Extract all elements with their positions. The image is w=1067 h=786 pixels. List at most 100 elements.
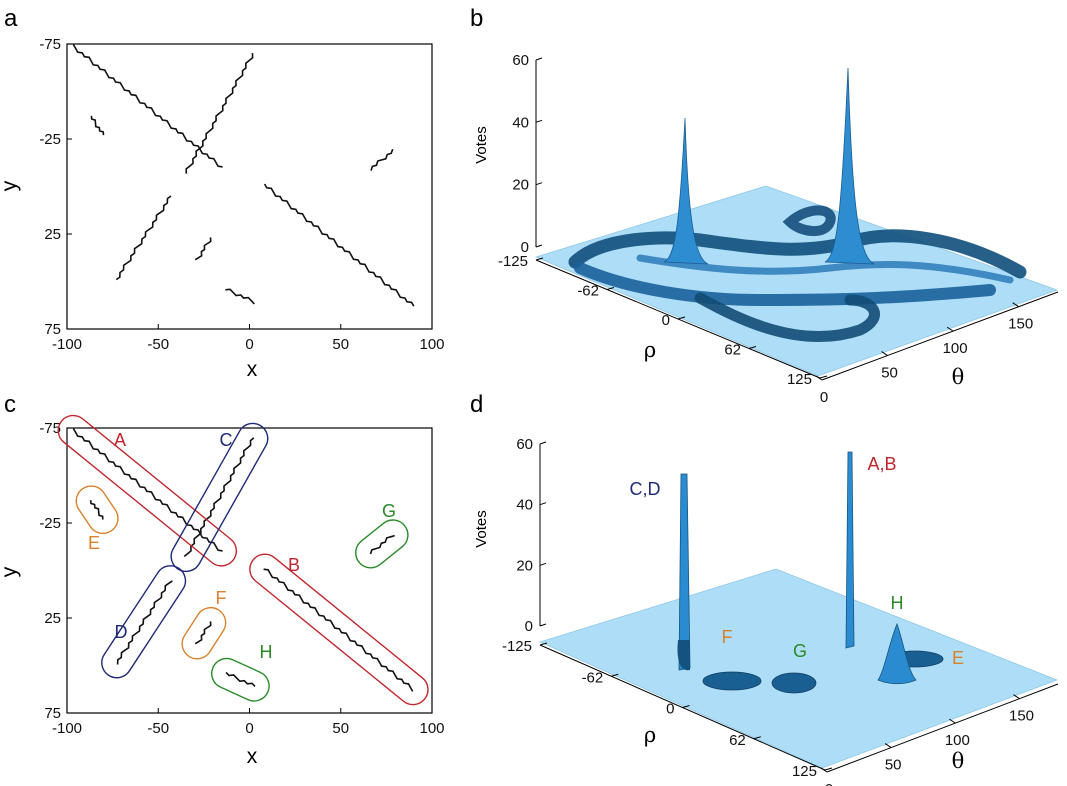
theta-tick-label: 150 (1008, 316, 1033, 333)
rho-tick-mark (748, 346, 757, 349)
theta-tick-mark (949, 718, 956, 724)
panel-d-base-plane (538, 568, 1059, 769)
rho-tick-label: -125 (502, 638, 532, 655)
theta-tick-mark (820, 767, 828, 773)
edge-segment (225, 288, 255, 305)
edge-segment (185, 53, 254, 174)
x-tick-label: 50 (332, 720, 349, 737)
panel-b-rho-label: ρ (644, 338, 656, 362)
cluster-outline-c (170, 422, 269, 573)
panel-b-peak-left (663, 117, 709, 265)
rho-tick-label: -62 (582, 669, 604, 686)
z-tick-label: 60 (516, 436, 533, 453)
panel-b-vote-surface (568, 67, 1027, 343)
theta-tick-label: 100 (945, 732, 970, 749)
z-tick-mark (539, 441, 547, 445)
edge-segment (225, 671, 256, 687)
x-tick-label: -50 (147, 336, 169, 353)
y-tick-label: 25 (44, 226, 61, 243)
z-tick-label: 40 (516, 497, 533, 514)
x-tick-label: 100 (419, 336, 444, 353)
panel-c-ticks: -100 -50 0 50 100 -75 -25 25 75 (39, 420, 444, 737)
panel-a-edge-segments (72, 44, 415, 307)
theta-tick-mark (815, 375, 823, 381)
rho-tick-label: 125 (787, 371, 812, 388)
panel-b-sinusoid-band (694, 292, 880, 343)
theta-tick-mark (881, 351, 888, 356)
theta-tick-mark (1012, 302, 1019, 308)
edge-segment (263, 568, 414, 692)
theta-tick-mark (946, 326, 954, 332)
cluster-label-h: H (260, 642, 273, 662)
z-tick-mark (535, 57, 543, 61)
panel-c-clustered-image-space: -100 -50 0 50 100 -75 -25 25 75 A B C D E F G H x y (0, 414, 445, 768)
rho-tick-mark (535, 257, 544, 261)
panel-letter-a: a (4, 5, 18, 32)
theta-tick-label: 150 (1009, 708, 1034, 725)
peak-label-cd: C,D (630, 479, 661, 499)
panel-a-ticks: -100 -50 0 50 100 -75 -25 25 75 (39, 36, 444, 353)
z-tick-label: 40 (512, 114, 529, 131)
panel-b-sinusoid-band (574, 262, 996, 307)
rho-tick-label: 62 (729, 732, 746, 749)
panel-b-axes: 0 20 40 60 -125 -62 0 62 125 0 50 100 150 (498, 52, 1059, 406)
rho-tick-label: 0 (662, 312, 670, 329)
panel-b-theta-label: θ (952, 365, 965, 389)
y-tick-label: -25 (39, 131, 61, 148)
panel-a-xlabel: x (247, 358, 258, 381)
panel-b-sinusoid-band (636, 254, 1014, 284)
edge-segment (72, 428, 223, 552)
edge-segment (115, 195, 172, 281)
peak-label-e: E (952, 648, 964, 668)
y-tick-label: -25 (39, 515, 61, 532)
rho-tick-mark (819, 375, 828, 379)
cluster-label-e: E (88, 533, 100, 553)
panel-letter-c: c (4, 391, 16, 418)
panel-c-xlabel: x (247, 745, 258, 768)
edge-segment (369, 534, 395, 555)
theta-tick-label: 50 (881, 365, 898, 382)
z-tick-label: 20 (512, 177, 529, 194)
panel-d-vote-surface (677, 451, 944, 694)
theta-tick-label: 100 (943, 340, 968, 357)
panel-d-theta-label: θ (952, 749, 965, 773)
z-tick-label: 0 (521, 239, 529, 256)
edge-segment (90, 115, 105, 136)
y-tick-label: -75 (39, 420, 61, 437)
edge-segment (194, 237, 212, 261)
edge-segment (72, 44, 223, 168)
y-tick-label: 75 (44, 705, 61, 722)
panel-a-ylabel: y (0, 180, 21, 191)
cluster-label-a: A (114, 430, 126, 450)
z-tick-label: 20 (516, 557, 533, 574)
cluster-outline-d (101, 565, 187, 679)
cluster-label-b: B (288, 555, 300, 575)
panel-d-peak-labels: C,D A,B F G H E (630, 454, 965, 668)
x-tick-label: -100 (52, 336, 82, 353)
rho-tick-mark (677, 316, 686, 320)
z-tick-mark (535, 244, 543, 248)
theta-tick-mark (1013, 694, 1020, 700)
z-tick-mark (539, 502, 547, 506)
rho-tick-label: -125 (498, 253, 528, 270)
cluster-outline-e (75, 485, 119, 535)
x-tick-label: 0 (245, 720, 253, 737)
x-tick-label: 0 (245, 336, 253, 353)
theta-tick-mark (884, 743, 892, 748)
y-tick-label: 25 (44, 610, 61, 627)
peak-label-g: G (793, 641, 807, 661)
panel-a-image-space: -100 -50 0 50 100 -75 -25 25 75 x y (0, 36, 445, 381)
rho-tick-mark (682, 705, 690, 708)
panel-b-sinusoid-band (568, 229, 1027, 279)
panel-b-zlabel: Votes (473, 126, 490, 164)
rho-tick-label: 62 (724, 342, 741, 359)
cluster-outline-b (249, 553, 429, 706)
z-tick-mark (535, 119, 543, 123)
rho-tick-mark (611, 673, 619, 677)
z-tick-mark (539, 562, 547, 566)
peak-label-f: F (722, 627, 733, 647)
panel-b-peak-right (824, 67, 875, 265)
z-tick-label: 60 (512, 52, 529, 69)
edge-segment (183, 437, 255, 558)
